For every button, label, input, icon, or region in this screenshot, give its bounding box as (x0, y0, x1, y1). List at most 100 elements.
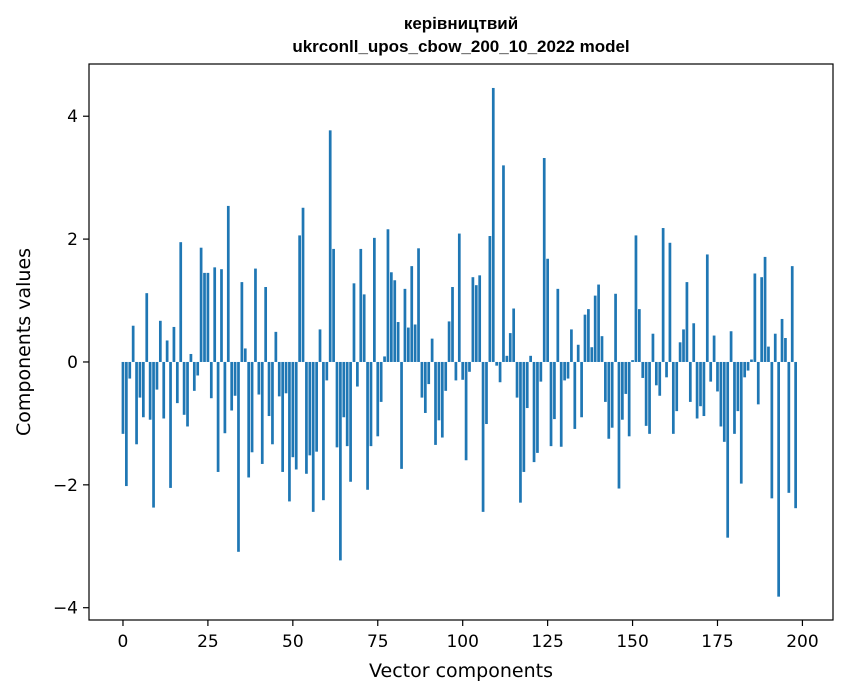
bar (437, 361, 441, 421)
bar (587, 309, 590, 362)
bar (614, 293, 617, 362)
bar (770, 361, 774, 499)
bar (661, 228, 665, 362)
bar (621, 361, 624, 420)
bar (281, 361, 285, 472)
bar (376, 361, 380, 437)
x-axis-label: Vector components (369, 660, 553, 682)
bar (189, 353, 193, 362)
bar (478, 275, 482, 362)
bar (712, 335, 716, 362)
bar (474, 285, 478, 362)
bar (311, 361, 315, 512)
bar (233, 361, 237, 396)
bar (322, 361, 325, 501)
bar (733, 361, 736, 434)
chart-subtitle: ukrconll_upos_cbow_200_10_2022 model (292, 37, 629, 56)
bar (410, 266, 414, 362)
bar (512, 308, 516, 362)
bar (434, 361, 437, 445)
bar (607, 361, 611, 439)
bar (743, 361, 747, 378)
bar (250, 361, 254, 453)
bar (631, 360, 634, 362)
bar (400, 361, 403, 469)
bar (682, 329, 685, 362)
bar (648, 361, 651, 434)
x-tick-label: 175 (701, 632, 733, 652)
bar (699, 361, 702, 407)
y-tick-label: 2 (67, 230, 78, 250)
bar (454, 361, 458, 381)
bar (502, 165, 505, 362)
bar (525, 361, 529, 409)
bar (471, 277, 475, 362)
bar (213, 267, 217, 362)
bar (254, 268, 257, 362)
chart-title: керівництвий (404, 14, 518, 33)
bar (413, 324, 417, 362)
bar (417, 248, 420, 362)
bar (162, 361, 166, 419)
bar (447, 321, 451, 362)
y-tick-label: −2 (53, 476, 78, 496)
bar (165, 340, 169, 362)
bar (362, 294, 366, 362)
bar (709, 361, 713, 382)
bar (617, 361, 621, 489)
bar (121, 361, 125, 434)
bar (352, 283, 356, 362)
bar (563, 361, 566, 381)
bar (532, 361, 536, 463)
bar (335, 361, 339, 448)
bar (257, 361, 261, 395)
bar (131, 325, 135, 362)
bar (464, 361, 468, 461)
y-axis-ticks: −4 −2 0 2 4 (53, 107, 89, 619)
bar (430, 338, 434, 362)
bar (719, 361, 723, 427)
bar (325, 361, 329, 381)
bar (267, 361, 271, 417)
bar (315, 361, 318, 452)
bar (359, 248, 363, 362)
bar (716, 361, 719, 392)
bar (332, 248, 335, 362)
bar (264, 287, 268, 362)
plot-frame (88, 63, 834, 621)
bar (658, 361, 662, 396)
bar (152, 361, 155, 508)
bar (644, 361, 648, 426)
bar (209, 361, 213, 399)
x-tick-label: 125 (531, 632, 563, 652)
x-axis-ticks: 0 25 50 75 100 125 150 175 200 (118, 620, 819, 652)
bar (556, 288, 560, 362)
bar (583, 314, 587, 362)
bar (546, 258, 549, 362)
bar (722, 361, 726, 442)
bar (271, 361, 274, 445)
bar (383, 356, 386, 362)
y-tick-label: 4 (67, 107, 78, 127)
bar (220, 269, 223, 362)
bar (366, 361, 369, 490)
bar (756, 361, 760, 405)
bar (294, 361, 298, 470)
bar (600, 336, 604, 362)
bar (692, 323, 696, 362)
bar (576, 344, 580, 362)
bar (175, 361, 179, 404)
bar (695, 361, 699, 419)
bar (406, 327, 410, 362)
bar (481, 361, 485, 512)
bar (288, 361, 291, 502)
bar (284, 361, 288, 394)
bar (135, 361, 138, 445)
bar (787, 361, 791, 493)
bar (461, 361, 465, 380)
bar (247, 361, 251, 478)
bar (763, 256, 767, 362)
bar (627, 361, 631, 437)
bar (169, 361, 172, 488)
